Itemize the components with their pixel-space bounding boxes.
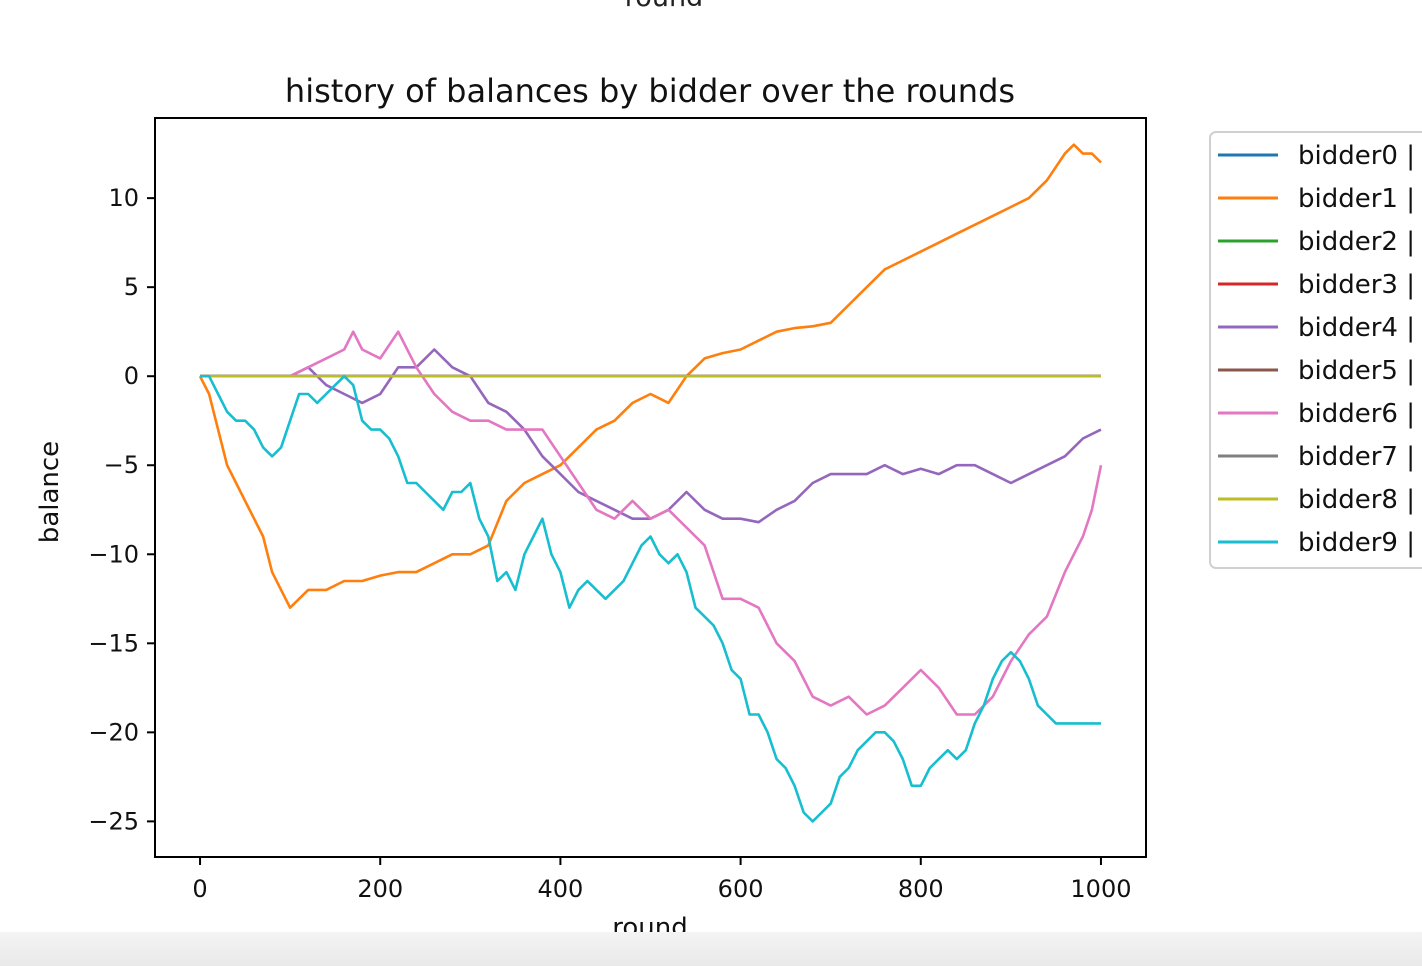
y-tick-label: −25 bbox=[88, 807, 139, 835]
y-tick-label: 0 bbox=[124, 362, 139, 390]
y-tick-label: 5 bbox=[124, 273, 139, 301]
series-line-bidder9 bbox=[200, 374, 1101, 823]
y-tick-label: −20 bbox=[88, 718, 139, 746]
y-axis-label: balance bbox=[35, 441, 65, 543]
chart-title: history of balances by bidder over the r… bbox=[285, 72, 1015, 110]
y-tick-label: −15 bbox=[88, 629, 139, 657]
plot-frame bbox=[154, 117, 1147, 858]
legend-label: bidder7 | bbox=[1298, 442, 1415, 472]
window-bottom-bar bbox=[0, 932, 1422, 966]
x-tick-label: 400 bbox=[538, 875, 584, 903]
y-tick-label: −10 bbox=[88, 540, 139, 568]
y-tick-label: 10 bbox=[108, 184, 139, 212]
legend-label: bidder8 | bbox=[1298, 485, 1415, 515]
legend-label: bidder9 | bbox=[1298, 528, 1415, 558]
y-tick-label: −5 bbox=[104, 451, 139, 479]
legend-label: bidder3 | bbox=[1298, 270, 1415, 300]
x-tick-label: 800 bbox=[898, 875, 944, 903]
x-tick-label: 600 bbox=[718, 875, 764, 903]
x-tick-label: 0 bbox=[192, 875, 207, 903]
x-tick-label: 1000 bbox=[1070, 875, 1131, 903]
legend-label: bidder6 | bbox=[1298, 399, 1415, 429]
series-line-bidder1 bbox=[198, 143, 1102, 610]
legend-label: bidder5 | bbox=[1298, 356, 1415, 386]
series-line-bidder6 bbox=[289, 330, 1103, 716]
legend: bidder0 | bidder1 | bidder2 | bidder3 | bidd… bbox=[1209, 131, 1422, 569]
series-line-bidder4 bbox=[289, 348, 1102, 524]
legend-label: bidder1 | bbox=[1298, 184, 1415, 214]
legend-label: bidder0 | bbox=[1298, 141, 1415, 171]
legend-label: bidder4 | bbox=[1298, 313, 1415, 343]
x-tick-label: 200 bbox=[357, 875, 403, 903]
x-axis-ticks: 0 200 400 600 800 1000 bbox=[192, 857, 1131, 903]
clipped-xlabel-from-previous-chart: round bbox=[625, 0, 703, 13]
plot-lines-group bbox=[198, 143, 1103, 823]
legend-label: bidder2 | bbox=[1298, 227, 1415, 257]
y-axis-ticks: 10 5 0 −5 −10 −15 −20 −25 bbox=[88, 184, 155, 835]
